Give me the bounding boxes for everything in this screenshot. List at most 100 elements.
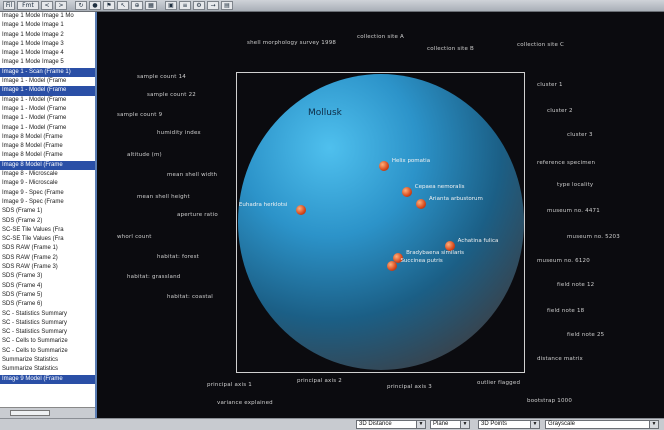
- layer-list-item[interactable]: SC-SE Tile Values (Fra: [2, 226, 64, 233]
- annotation-text: mean shell width: [167, 172, 218, 178]
- layer-list-item[interactable]: Image 1 Mode Image 4: [2, 50, 64, 57]
- layer-list: Image 1 Mode Image 1 Mo Image 1 Mode Imag…: [0, 12, 95, 384]
- specimen-marker[interactable]: [295, 205, 306, 216]
- layer-list-item[interactable]: SC - Cells to Summarize: [2, 338, 68, 345]
- annotation-text: habitat: forest: [157, 254, 200, 260]
- layer-list-item[interactable]: SDS RAW (Frame 3): [2, 264, 58, 271]
- chevron-down-icon[interactable]: ▼: [460, 421, 469, 428]
- annotation-text: field note 25: [567, 332, 605, 338]
- layer-list-item[interactable]: Image 8 Model (Frame: [2, 133, 63, 140]
- sphere-plot[interactable]: [238, 74, 524, 370]
- layer-list-item[interactable]: Image 1 - Model (Frame: [2, 96, 67, 103]
- specimen-marker[interactable]: [444, 240, 455, 251]
- flag-icon[interactable]: ⚑: [103, 1, 115, 10]
- annotation-text: shell morphology survey 1998: [247, 40, 337, 46]
- specimen-marker[interactable]: [393, 252, 404, 263]
- zoom-icon[interactable]: ⊕: [131, 1, 143, 10]
- toolbar: Fil Fmt < > ↻ ● ⚑ ↖ ⊕ ▦ ▣ ≡ ⚙ → ▤: [0, 0, 664, 12]
- next-icon[interactable]: >: [55, 1, 67, 10]
- layer-list-item[interactable]: SC - Statistics Summary: [2, 310, 68, 317]
- layer-list-item[interactable]: Image 1 - Scan (Frame 1): [0, 67, 95, 78]
- scrollbar-thumb[interactable]: [10, 410, 50, 416]
- layer-list-item[interactable]: SDS (Frame 3): [2, 273, 43, 280]
- layer-list-item[interactable]: SDS RAW (Frame 1): [2, 245, 58, 252]
- color-select[interactable]: Grayscale ▼: [545, 420, 659, 429]
- layer-list-item[interactable]: Image 9 - Microscale: [2, 180, 58, 187]
- layer-list-item[interactable]: SC - Cells to Summarize: [2, 347, 68, 354]
- refresh-icon[interactable]: ↻: [75, 1, 87, 10]
- annotation-text: habitat: coastal: [167, 294, 214, 300]
- annotation-text: sample count 14: [137, 74, 187, 80]
- annotation-text: altitude (m): [127, 152, 162, 158]
- specimen-label: Cepaea nemoralis: [414, 184, 465, 191]
- chart-icon[interactable]: ▤: [221, 1, 233, 10]
- render-select-value: 3D Points: [481, 421, 508, 427]
- layer-list-item[interactable]: SC - Statistics Summary: [2, 329, 68, 336]
- annotation-text: sample count 22: [147, 92, 197, 98]
- chevron-down-icon[interactable]: ▼: [530, 421, 539, 428]
- render-select[interactable]: 3D Points ▼: [478, 420, 540, 429]
- annotation-text: reference specimen: [537, 160, 596, 166]
- layer-list-item[interactable]: SC - Statistics Summary: [2, 319, 68, 326]
- specimen-marker[interactable]: [387, 261, 398, 272]
- annotation-text: distance matrix: [537, 356, 583, 362]
- layer-list-item[interactable]: Image 1 Mode Image 3: [2, 40, 64, 47]
- layer-list-item[interactable]: Image 1 - Model (Frame: [2, 105, 67, 112]
- layer-list-item[interactable]: Image 8 - Microscale: [2, 171, 58, 178]
- record-icon[interactable]: ●: [89, 1, 101, 10]
- layer-list-item[interactable]: SDS (Frame 5): [2, 291, 43, 298]
- annotation-text: cluster 2: [547, 108, 573, 114]
- specimen-label: Bradybaena similaris: [406, 249, 464, 256]
- layer-list-item[interactable]: Image 1 - Model (Frame: [0, 86, 95, 96]
- layer-list-item[interactable]: Image 8 Model (Frame: [2, 143, 63, 150]
- layer-list-item[interactable]: SDS (Frame 4): [2, 282, 43, 289]
- layer-list-item[interactable]: SDS (Frame 6): [2, 301, 43, 308]
- layer-list-item[interactable]: SDS RAW (Frame 2): [2, 254, 58, 261]
- prev-icon[interactable]: <: [41, 1, 53, 10]
- layer-list-item[interactable]: Summarize Statistics: [2, 366, 59, 373]
- chevron-down-icon[interactable]: ▼: [649, 421, 658, 428]
- specimen-marker[interactable]: [378, 160, 389, 171]
- pointer-icon[interactable]: ↖: [117, 1, 129, 10]
- layout-select[interactable]: 3D Distance ▼: [356, 420, 426, 429]
- grid-icon[interactable]: ▦: [145, 1, 157, 10]
- text-icon[interactable]: Fmt: [17, 1, 39, 10]
- layer-list-item[interactable]: Image 1 Mode Image 5: [2, 59, 64, 66]
- arrow-icon[interactable]: →: [207, 1, 219, 10]
- layer-list-item[interactable]: Image 1 - Model (Frame: [2, 124, 67, 131]
- view-select[interactable]: Plane ▼: [430, 420, 470, 429]
- annotation-text: museum no. 6120: [537, 258, 590, 264]
- specimen-marker[interactable]: [401, 187, 412, 198]
- visualization-canvas[interactable]: Mollusk Euhadra herklotsi Helix pomatia Ce…: [97, 12, 664, 418]
- annotation-text: field note 18: [547, 308, 585, 314]
- layer-list-item[interactable]: Image 1 Mode Image 2: [2, 31, 64, 38]
- layer-list-item[interactable]: Image 1 - Model (Frame: [2, 115, 67, 122]
- layer-list-item[interactable]: Image 9 - Spec (Frame: [2, 198, 64, 205]
- annotation-text: museum no. 5203: [567, 234, 620, 240]
- layer-list-item[interactable]: Image 1 - Model (Frame: [2, 78, 67, 85]
- color-select-value: Grayscale: [548, 421, 576, 427]
- specimen-label: Helix pomatia: [391, 157, 431, 164]
- settings-icon[interactable]: ⚙: [193, 1, 205, 10]
- annotation-text: habitat: grassland: [127, 274, 181, 280]
- layer-list-item[interactable]: Image 9 Model (Frame: [0, 374, 95, 384]
- layer-list-item[interactable]: Image 1 Mode Image 1: [2, 22, 64, 29]
- specimen-label: Euhadra herklotsi: [238, 202, 288, 209]
- layer-list-item[interactable]: SDS (Frame 1): [2, 208, 43, 215]
- annotation-text: aperture ratio: [177, 212, 218, 218]
- specimen-marker[interactable]: [416, 199, 427, 210]
- specimen-label: Achatina fulica: [457, 237, 499, 244]
- layer-list-item[interactable]: Image 8 Model (Frame: [2, 152, 63, 159]
- layer-list-item[interactable]: Image 8 Model (Frame: [0, 160, 95, 171]
- image-icon[interactable]: ▣: [165, 1, 177, 10]
- layer-list-item[interactable]: Summarize Statistics: [2, 356, 59, 363]
- layer-list-item[interactable]: SDS (Frame 2): [2, 217, 43, 224]
- layers-icon[interactable]: ≡: [179, 1, 191, 10]
- horizontal-scrollbar[interactable]: [0, 407, 95, 418]
- layer-list-item[interactable]: Image 1 Mode Image 1 Mo: [2, 13, 74, 19]
- layer-list-item[interactable]: SC-SE Tile Values (Fra: [2, 236, 64, 243]
- window-icon[interactable]: Fil: [3, 1, 15, 10]
- chevron-down-icon[interactable]: ▼: [416, 421, 425, 428]
- layer-list-item[interactable]: Image 9 - Spec (Frame: [2, 189, 64, 196]
- annotation-text: type locality: [557, 182, 594, 188]
